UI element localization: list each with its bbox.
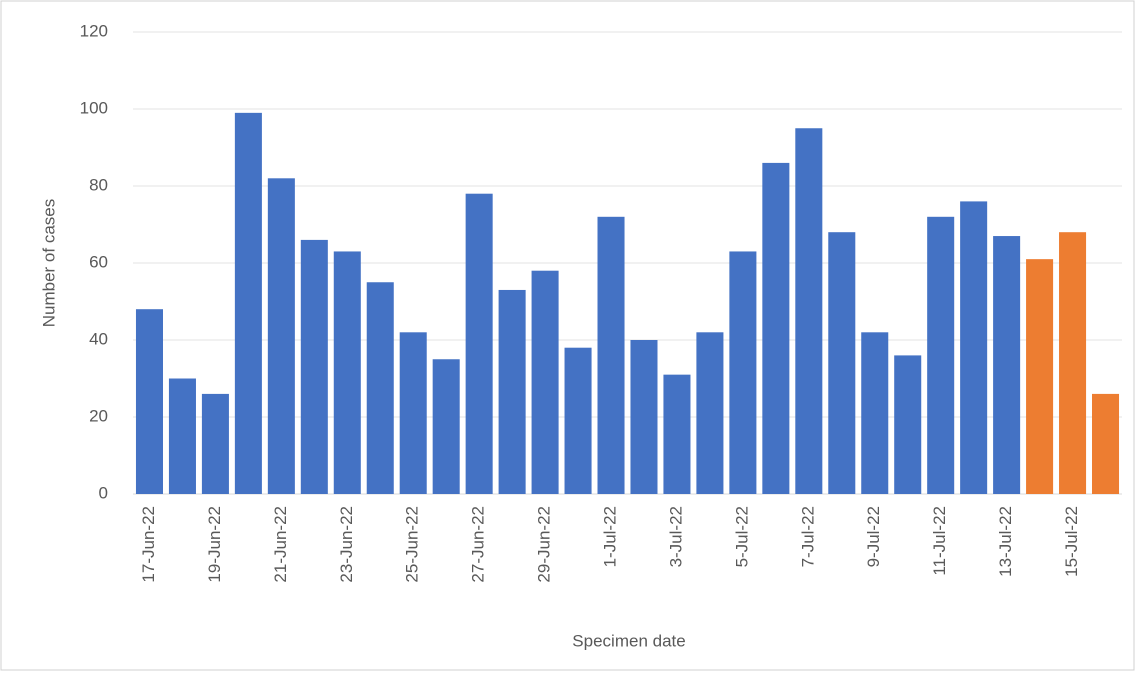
bar <box>729 251 757 494</box>
x-tick-label: 23-Jun-22 <box>337 506 356 583</box>
x-tick-label: 29-Jun-22 <box>535 506 554 583</box>
x-tick-label: 7-Jul-22 <box>798 506 817 567</box>
bar <box>597 216 625 495</box>
bar <box>201 393 229 494</box>
y-tick-label: 40 <box>89 329 108 348</box>
bar <box>267 178 295 495</box>
y-tick-label: 60 <box>89 252 108 271</box>
x-tick-label: 17-Jun-22 <box>139 506 158 583</box>
bar <box>333 251 361 494</box>
bar <box>696 332 724 494</box>
bar <box>135 309 163 494</box>
bar <box>960 201 988 494</box>
bar <box>927 216 955 495</box>
bar <box>498 289 526 494</box>
x-tick-label: 1-Jul-22 <box>601 506 620 567</box>
bar <box>795 128 823 494</box>
bar <box>663 374 691 494</box>
bar <box>894 355 922 494</box>
y-tick-label: 20 <box>89 406 108 425</box>
y-axis-title: Number of cases <box>39 199 58 328</box>
bar <box>300 239 328 494</box>
x-tick-label: 15-Jul-22 <box>1062 506 1081 577</box>
bar <box>399 332 427 494</box>
x-tick-label: 25-Jun-22 <box>403 506 422 583</box>
bar <box>1026 259 1054 494</box>
x-tick-label: 3-Jul-22 <box>666 506 685 567</box>
bar <box>993 236 1021 495</box>
x-tick-label: 27-Jun-22 <box>469 506 488 583</box>
y-tick-label: 100 <box>80 98 108 117</box>
bar <box>432 359 460 494</box>
bar <box>1092 393 1120 494</box>
bar <box>531 270 559 494</box>
x-tick-label: 13-Jul-22 <box>996 506 1015 577</box>
x-tick-label: 19-Jun-22 <box>205 506 224 583</box>
x-axis-title: Specimen date <box>572 631 685 650</box>
bar <box>630 340 658 494</box>
y-tick-label: 80 <box>89 175 108 194</box>
bar <box>465 193 493 494</box>
y-tick-label: 120 <box>80 21 108 40</box>
x-tick-label: 11-Jul-22 <box>930 506 949 576</box>
x-tick-label: 21-Jun-22 <box>271 506 290 583</box>
bar <box>762 162 790 494</box>
y-tick-label: 0 <box>99 483 108 502</box>
bar <box>828 232 856 494</box>
bar <box>1059 232 1087 494</box>
bar <box>861 332 889 494</box>
bar <box>234 112 262 494</box>
bar <box>366 282 394 494</box>
bar <box>564 347 592 494</box>
bar <box>168 378 196 494</box>
x-tick-label: 9-Jul-22 <box>864 506 883 567</box>
x-tick-label: 5-Jul-22 <box>732 506 751 567</box>
